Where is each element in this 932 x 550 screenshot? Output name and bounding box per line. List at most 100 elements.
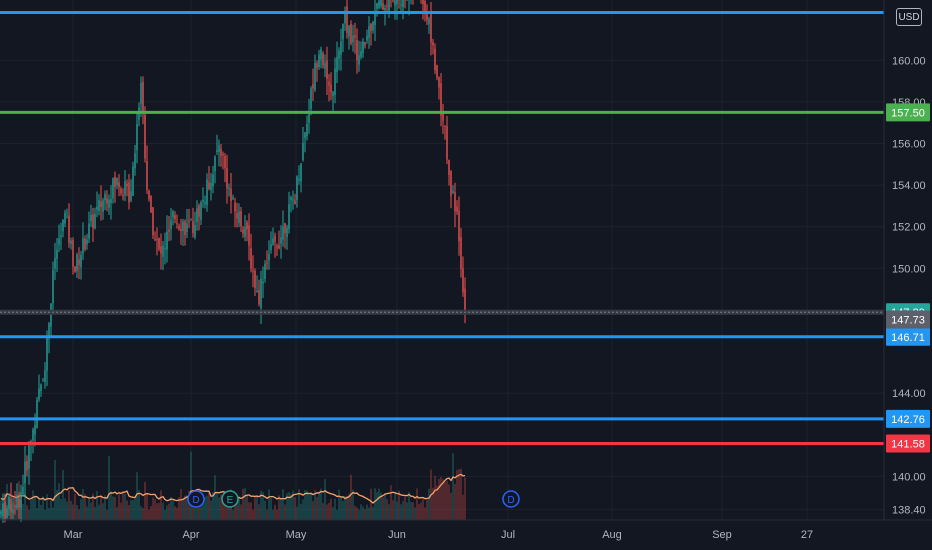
horizontal-price-lines[interactable] — [0, 10, 884, 445]
candle-body — [322, 53, 324, 66]
time-axis[interactable]: Mar Apr May Jun Jul Aug Sep 27 — [64, 529, 814, 541]
candle-body — [448, 159, 450, 176]
volume-bar — [386, 499, 388, 520]
volume-bar — [102, 503, 104, 520]
candle-body — [58, 238, 60, 245]
volume-bar — [132, 500, 134, 520]
candle-body — [84, 239, 86, 250]
volume-bar — [270, 498, 272, 520]
volume-bar — [116, 507, 118, 520]
candle-body — [20, 492, 22, 509]
volume-bar — [112, 496, 114, 520]
volume-bar — [64, 498, 66, 520]
volume-bar — [180, 489, 182, 520]
candle-body — [140, 82, 142, 104]
candle-body — [136, 124, 138, 151]
volume-bar — [86, 506, 88, 520]
price-axis[interactable]: 160.00158.00156.00154.00152.00150.00144.… — [892, 55, 926, 516]
volume-bar — [170, 496, 172, 520]
volume-bar — [458, 469, 460, 520]
candle-body — [436, 65, 438, 78]
candle-body — [180, 229, 182, 231]
volume-bar — [330, 498, 332, 520]
volume-bar — [90, 502, 92, 520]
candle-body — [234, 202, 236, 212]
volume-bar — [418, 503, 420, 520]
volume-bar — [264, 500, 266, 520]
volume-bar — [158, 502, 160, 520]
time-tick-label: Sep — [712, 529, 732, 541]
volume-bar — [260, 490, 262, 520]
volume-bar — [94, 506, 96, 520]
volume-bar — [140, 506, 142, 520]
event-marker-e[interactable] — [221, 490, 239, 508]
volume-bar — [104, 495, 106, 520]
prev-close-tag: 147.73 — [891, 315, 925, 327]
volume-bar — [392, 500, 394, 520]
currency-button[interactable]: USD — [896, 8, 922, 26]
volume-bar — [306, 490, 308, 520]
candle-body — [272, 238, 274, 245]
volume-bar — [332, 507, 334, 520]
volume-bar — [254, 495, 256, 520]
volume-bar — [114, 496, 116, 520]
volume-bar — [302, 499, 304, 520]
candle-body — [422, 0, 424, 5]
time-tick-label: Jun — [388, 529, 406, 541]
volume-bar — [252, 509, 254, 520]
volume-bar — [16, 505, 18, 520]
candle-body — [198, 205, 200, 217]
volume-bar — [78, 509, 80, 520]
volume-bar — [314, 490, 316, 520]
candle-body — [98, 199, 100, 212]
volume-bar — [202, 503, 204, 520]
volume-bar — [390, 485, 392, 520]
candle-body — [106, 198, 108, 204]
candle-body — [364, 41, 366, 46]
volume-bar — [308, 493, 310, 520]
volume-bar — [66, 501, 68, 520]
volume-bar — [120, 502, 122, 520]
volume-bar — [190, 451, 192, 520]
volume-bar — [174, 506, 176, 520]
candle-body — [236, 213, 238, 219]
volume-bar — [138, 490, 140, 520]
volume-bar — [122, 492, 124, 520]
candle-body — [170, 220, 172, 230]
volume-bar — [432, 487, 434, 520]
candle-body — [396, 0, 398, 5]
volume-bar — [342, 500, 344, 520]
volume-bar — [322, 503, 324, 520]
candle-body — [384, 7, 386, 10]
candle-body — [16, 494, 18, 508]
volume-bar — [370, 488, 372, 520]
volume-bar — [154, 499, 156, 520]
candle-body — [306, 124, 308, 137]
volume-bar — [234, 493, 236, 520]
candle-body — [328, 81, 330, 86]
candle-body — [362, 41, 364, 54]
volume-bar — [118, 494, 120, 520]
volume-bar — [356, 507, 358, 520]
candle-body — [386, 5, 388, 7]
candle-body — [450, 170, 452, 196]
volume-bar — [162, 502, 164, 520]
volume-bar — [30, 499, 32, 520]
candle-body — [96, 206, 98, 210]
candlestick-series[interactable] — [0, 0, 466, 523]
volume-bar — [128, 505, 130, 520]
candle-body — [24, 461, 26, 484]
volume-bar — [348, 493, 350, 520]
candle-body — [438, 77, 440, 88]
volume-bar — [194, 507, 196, 520]
candle-body — [260, 279, 262, 309]
event-marker-d[interactable] — [502, 490, 520, 508]
volume-bar — [52, 507, 54, 520]
volume-bar — [228, 506, 230, 520]
candle-body — [102, 200, 104, 212]
volume-bar — [262, 491, 264, 520]
volume-bar — [412, 502, 414, 520]
event-marker-d[interactable] — [187, 490, 205, 508]
